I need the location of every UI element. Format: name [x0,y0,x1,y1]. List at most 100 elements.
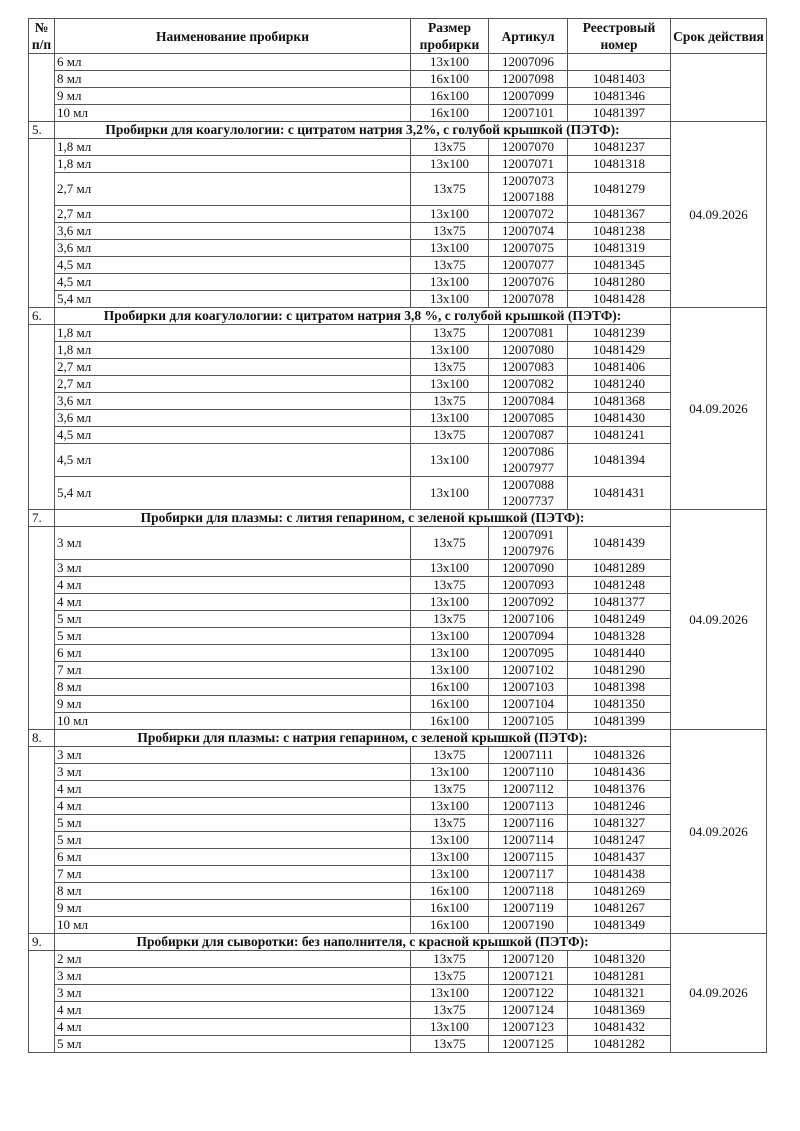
tube-size: 13x100 [410,1018,489,1036]
table-row: 9 мл 16x100 12007099 10481346 [29,87,767,105]
table-row: 1,8 мл 13x75 12007081 10481239 [28,324,767,510]
registry-number: 10481397 [567,104,671,122]
table-row: 4 мл 13x100 12007113 10481246 [29,797,767,815]
registry-number: 10481328 [567,627,671,645]
tube-size: 13x75 [410,780,489,798]
registry-number: 10481399 [567,712,671,730]
article-cell: 12007122 [488,984,568,1002]
article-cell: 12007074 [488,222,568,240]
article-cell: 12007082 [488,375,568,393]
article-number: 12007101 [502,105,554,120]
article-cell: 12007111 [488,746,568,764]
table-row: 8 мл 16x100 12007098 10481403 [29,70,767,88]
tube-name: 4 мл [54,797,411,815]
section-number: 7. [28,509,55,527]
article-cell: 12007103 [488,678,568,696]
tube-size: 13x75 [410,576,489,594]
table-row: 2,7 мл 13x75 12007083 10481406 [29,358,767,376]
article-cell: 12007123 [488,1018,568,1036]
table-row: 4 мл 13x75 12007093 10481248 [29,576,767,594]
table-row: 2,7 мл 13x75 12007073 12007188 10481279 [29,172,767,206]
registry-number: 10481281 [567,967,671,985]
article-number: 12007091 [502,527,554,542]
registry-number: 10481436 [567,763,671,781]
tube-name: 2,7 мл [54,205,411,223]
tube-name: 5 мл [54,814,411,832]
table-row: 7 мл 13x100 12007117 10481438 [29,865,767,883]
section-title: Пробирки для сыворотки: без наполнителя,… [54,933,671,951]
article-cell: 12007093 [488,576,568,594]
registry-number: 10481346 [567,87,671,105]
article-cell: 12007081 [488,324,568,342]
tube-size: 13x75 [410,358,489,376]
tube-size: 13x100 [410,476,489,510]
registry-number: 10481279 [567,172,671,206]
tube-size: 13x100 [410,831,489,849]
article-cell: 12007071 [488,155,568,173]
registry-number: 10481368 [567,392,671,410]
table-row: 7 мл 13x100 12007102 10481290 [29,661,767,679]
tube-name: 5 мл [54,831,411,849]
article-number: 12007114 [502,832,554,847]
registry-number: 10481319 [567,239,671,257]
tube-name: 10 мл [54,104,411,122]
table-row: 5 мл 13x75 12007106 10481249 [29,610,767,628]
registry-number: 10481248 [567,576,671,594]
validity-date: 04.09.2026 [670,509,767,730]
article-number: 12007071 [502,156,554,171]
table-body: 6 мл 13x100 12007096 8 мл 16x100 12007098 1048… [28,53,767,1053]
registry-number: 10481369 [567,1001,671,1019]
tube-size: 13x100 [410,644,489,662]
tube-size: 16x100 [410,87,489,105]
article-cell: 12007190 [488,916,568,934]
article-cell: 12007096 [488,53,568,71]
tube-name: 3 мл [54,967,411,985]
table-row: 1,8 мл 13x100 12007080 10481429 [29,341,767,359]
article-number: 12007083 [502,359,554,374]
tube-size: 16x100 [410,695,489,713]
article-number: 12007087 [502,427,554,442]
tube-size: 13x75 [410,746,489,764]
article-cell: 12007094 [488,627,568,645]
article-number: 12007118 [502,883,554,898]
tube-size: 16x100 [410,712,489,730]
section-header-row: 8. Пробирки для плазмы: с натрия гепарино… [28,729,767,934]
registry-number: 10481367 [567,205,671,223]
article-cell: 12007120 [488,950,568,968]
section-header-row: 9. Пробирки для сыворотки: без наполнител… [28,933,767,1053]
tube-name: 4 мл [54,593,411,611]
section-number-blank [28,324,55,510]
table-row: 10 мл 16x100 12007101 10481397 [29,104,767,122]
tube-name: 3,6 мл [54,409,411,427]
article-cell: 12007092 [488,593,568,611]
registry-number: 10481350 [567,695,671,713]
table-header-row: № п/п Наименование пробирки Размер проби… [28,18,767,54]
section-header-row: 7. Пробирки для плазмы: с лития гепарином… [28,509,767,730]
article-number: 12007123 [502,1019,554,1034]
article-number: 12007072 [502,206,554,221]
article-cell: 12007124 [488,1001,568,1019]
tube-name: 1,8 мл [54,341,411,359]
tube-size: 13x100 [410,205,489,223]
article-cell: 12007104 [488,695,568,713]
validity-date: 04.09.2026 [670,121,767,308]
table-row: 1,8 мл 13x75 12007070 10481237 [28,138,767,308]
article-cell: 12007102 [488,661,568,679]
article-cell: 12007078 [488,290,568,308]
article-number: 12007106 [502,611,554,626]
article-cell: 12007080 [488,341,568,359]
article-cell: 12007085 [488,409,568,427]
tube-name: 3 мл [54,746,411,764]
article-number: 12007099 [502,88,554,103]
validity-date: 04.09.2026 [670,307,767,510]
article-number: 12007122 [502,985,554,1000]
article-cell: 12007070 [488,138,568,156]
tube-size: 16x100 [410,678,489,696]
tube-name: 9 мл [54,695,411,713]
article-cell: 12007115 [488,848,568,866]
registry-number: 10481406 [567,358,671,376]
article-cell: 12007073 12007188 [488,172,568,206]
section-title: Пробирки для коагулологии: с цитратом на… [54,307,671,325]
table-row: 2 мл 13x75 12007120 10481320 [28,950,767,1053]
tube-name: 3 мл [54,763,411,781]
